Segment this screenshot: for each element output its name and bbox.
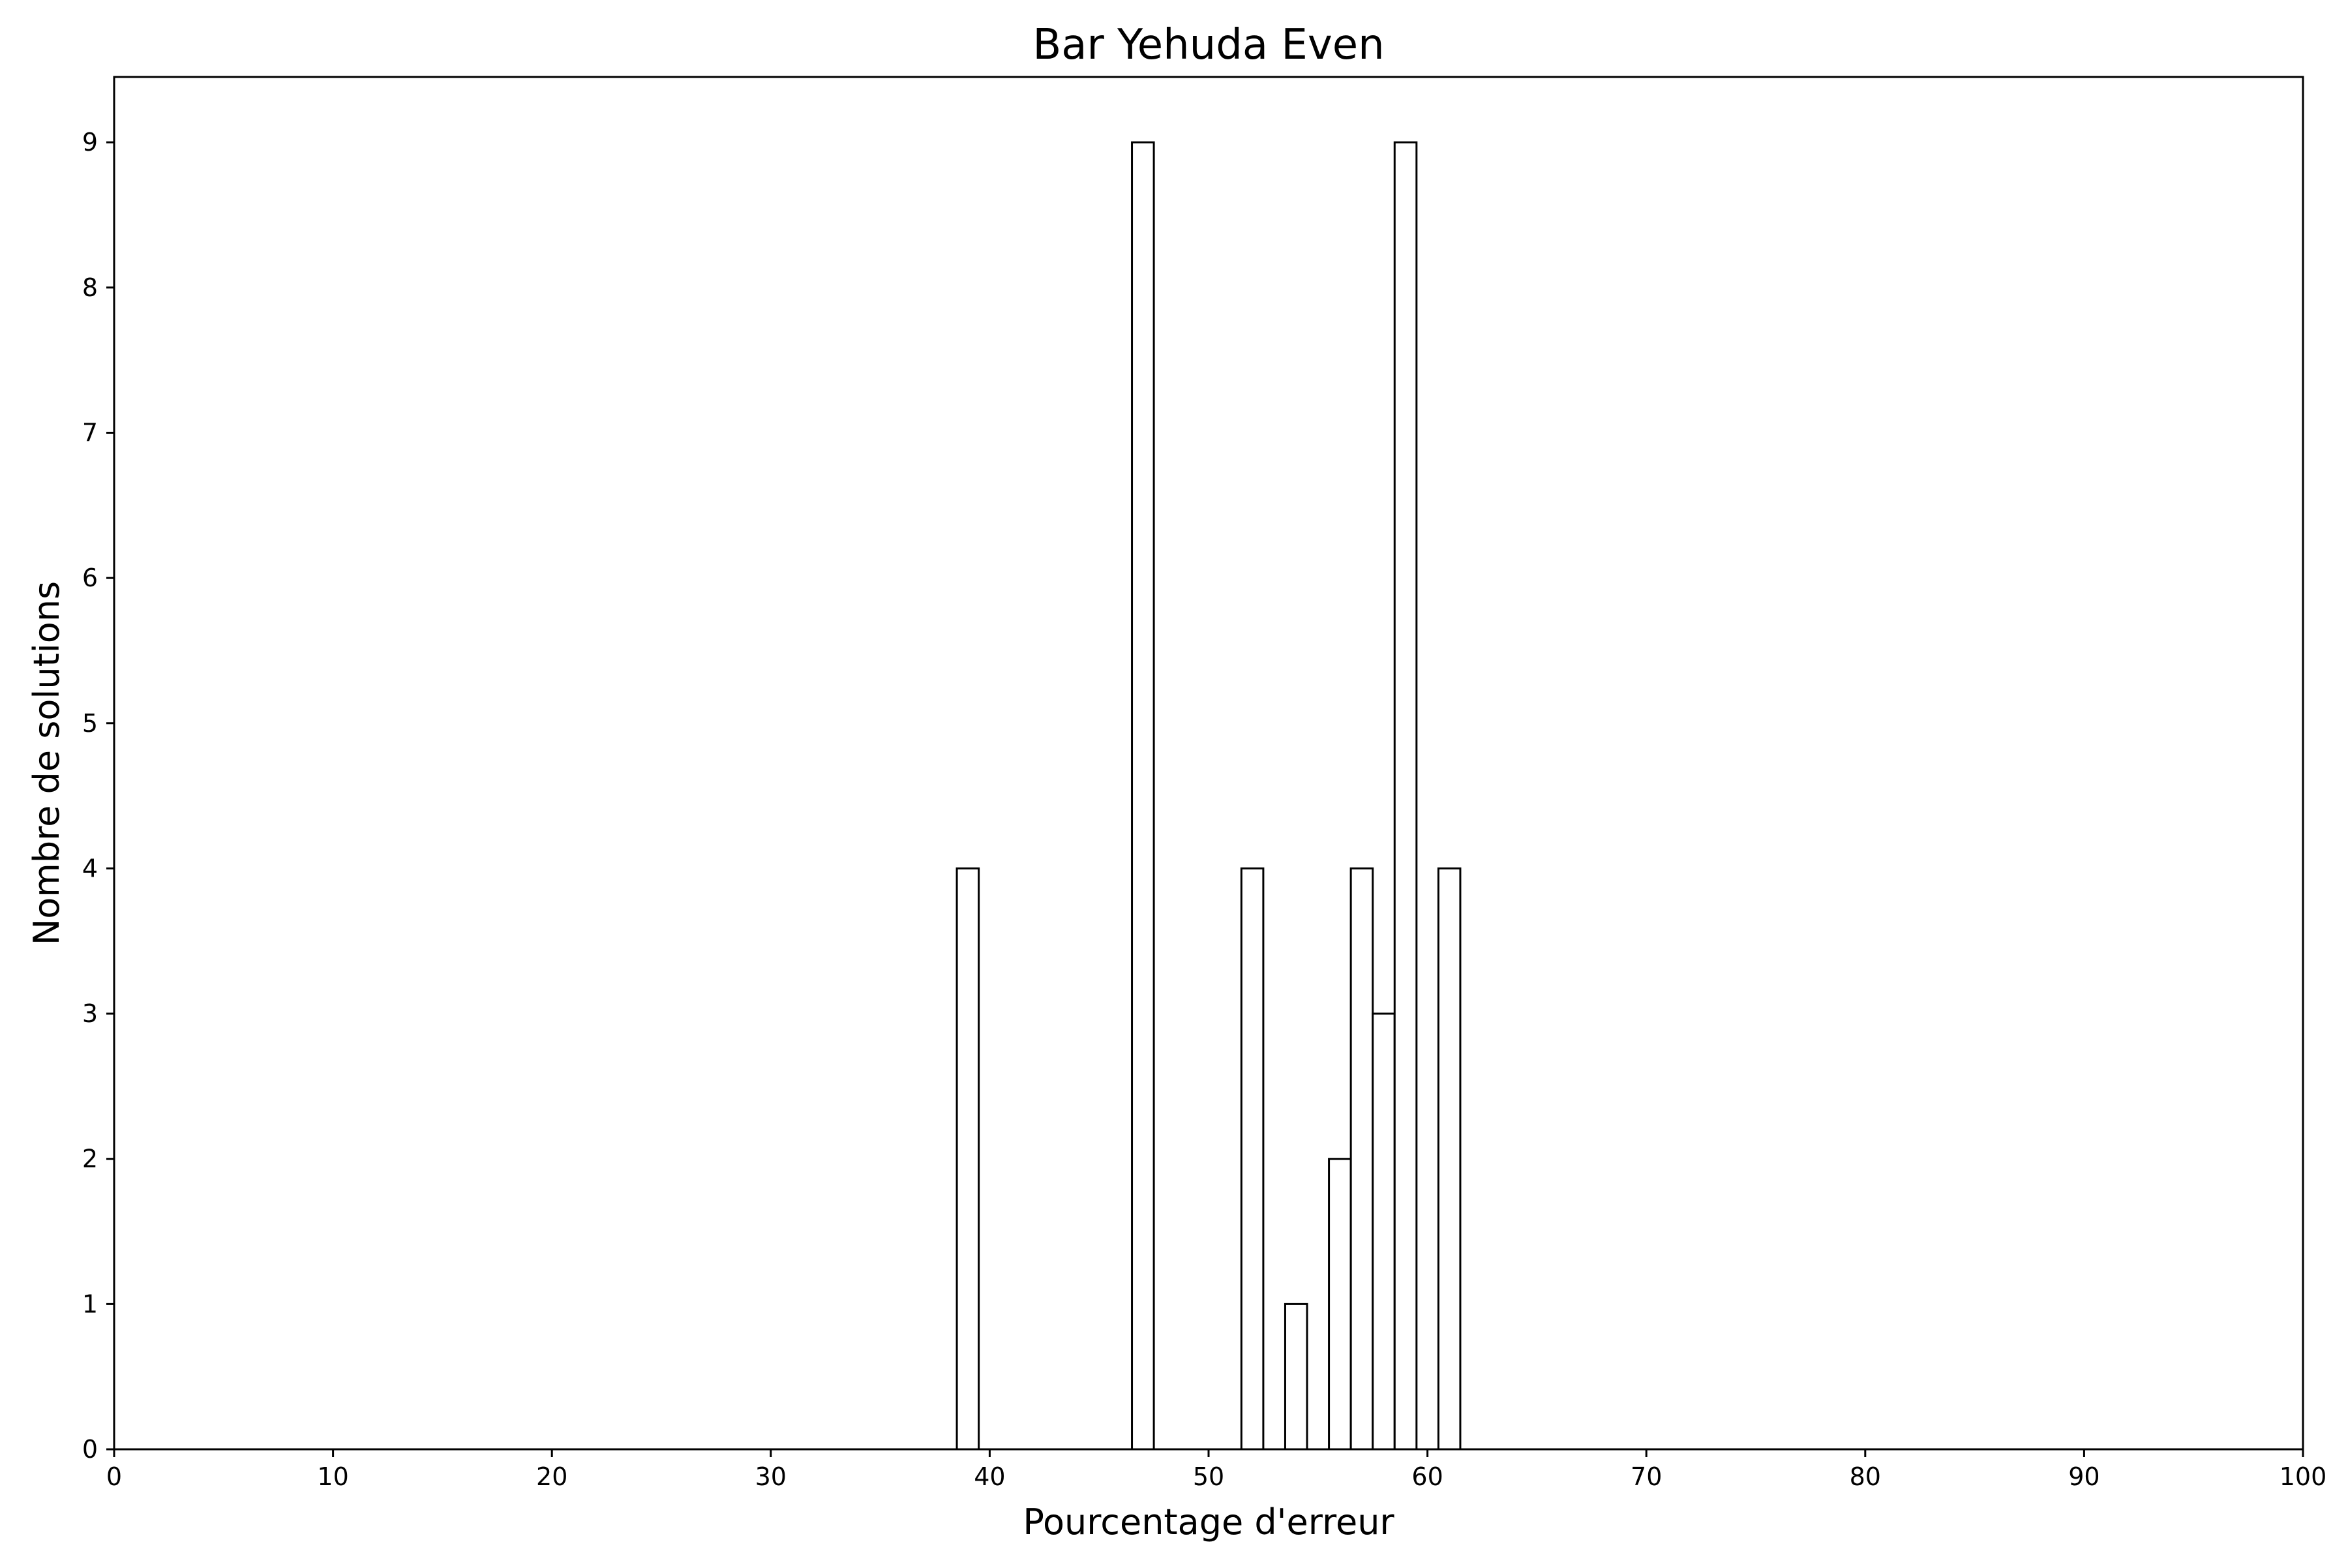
x-tick-label: 80 [1850, 1462, 1881, 1491]
bar-59 [1393, 141, 1418, 1451]
x-tick-label: 0 [106, 1462, 122, 1491]
x-axis-title: Pourcentage d'erreur [1023, 1501, 1394, 1543]
y-tick-label: 4 [82, 854, 98, 882]
x-tick-label: 100 [2280, 1462, 2327, 1491]
x-tick-label: 90 [2068, 1462, 2100, 1491]
bar-39 [956, 867, 980, 1451]
x-tick-label: 70 [1631, 1462, 1662, 1491]
bar-52 [1240, 867, 1265, 1451]
y-tick-label: 0 [82, 1435, 98, 1464]
y-tick-label: 5 [82, 709, 98, 738]
bar-56 [1328, 1158, 1352, 1451]
y-tick-label: 6 [82, 564, 98, 592]
x-axis-ticks: 0 10 20 30 40 50 60 70 80 90 100 [106, 1449, 2326, 1491]
y-tick-label: 2 [82, 1145, 98, 1173]
y-tick-label: 3 [82, 999, 98, 1028]
y-tick-label: 9 [82, 128, 98, 157]
y-tick-label: 1 [82, 1289, 98, 1318]
bar-54 [1284, 1303, 1308, 1451]
x-tick-label: 20 [536, 1462, 567, 1491]
y-axis-title: Nombre de solutions [26, 581, 67, 945]
x-tick-label: 60 [1411, 1462, 1443, 1491]
bar-47 [1131, 141, 1155, 1451]
bar-61 [1437, 867, 1462, 1451]
x-tick-label: 30 [755, 1462, 787, 1491]
plot-frame [113, 76, 2304, 1451]
chart-title: Bar Yehuda Even [1032, 21, 1384, 69]
x-tick-label: 50 [1193, 1462, 1224, 1491]
bar-58 [1372, 1012, 1396, 1451]
y-tick-label: 8 [82, 273, 98, 302]
y-axis-ticks: 0 1 2 3 4 5 6 7 8 9 [82, 128, 114, 1464]
x-tick-label: 40 [974, 1462, 1005, 1491]
x-tick-label: 10 [317, 1462, 348, 1491]
y-tick-label: 7 [82, 418, 98, 447]
bar-57 [1349, 867, 1374, 1451]
plot-area-background [114, 77, 2303, 1449]
